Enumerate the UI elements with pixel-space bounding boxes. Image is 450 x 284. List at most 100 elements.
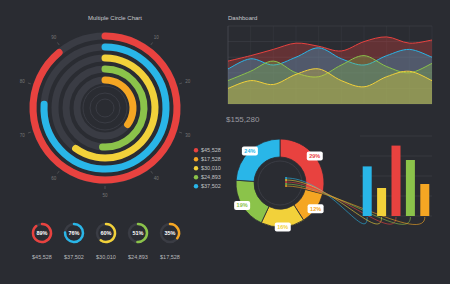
category-label: $17,528 [160,254,180,260]
data-label: 60% [100,230,111,236]
ring [44,47,166,169]
title: Dashboard [228,15,257,21]
gauge [33,224,51,242]
ring [105,80,133,124]
area-fill [228,56,432,104]
data-label: 89% [36,230,47,236]
legend-label: $30,010 [201,165,221,171]
ring-track [66,69,144,147]
area-line [228,48,432,69]
connector [286,186,425,225]
legend-label: $45,528 [201,147,221,153]
tick-label: 60 [51,176,57,181]
tick [57,171,59,173]
tick [151,42,153,44]
data-label: 29% [309,153,320,159]
grid-line [360,136,432,137]
ring-track [77,80,133,136]
area-fill [228,37,432,104]
gauge-track [33,224,51,242]
bar-chart [285,136,432,225]
dashboard: Multiple Circle Chart 10 20 30 40 50 60 70 80 90 8… [0,0,450,284]
data-label: 51% [132,230,143,236]
donut-chart: $155,280 29% 12% 16% 19% 24% $45,528 $17,528 $30… [194,115,324,231]
slice [236,180,269,223]
bar [392,146,401,216]
gauge-track [129,224,147,242]
ring [33,36,177,180]
connector-dot [285,179,287,181]
data-label: 19% [237,202,248,208]
legend-label: $17,528 [201,156,221,162]
area-chart: Dashboard [228,15,432,104]
tick [151,171,153,173]
connector-dot [285,177,287,179]
category-label: $45,528 [32,254,52,260]
legend-swatch [194,175,198,179]
grid-line [228,26,432,27]
label-box [307,152,323,161]
bars [363,146,430,216]
gauge-track [65,224,83,242]
gauge-track [97,224,115,242]
connector [286,178,367,224]
ring-track [33,36,177,180]
data-label: 35% [164,230,175,236]
area-series [228,37,432,104]
area-fill [228,48,432,104]
bar [377,188,386,216]
label-box [275,222,291,231]
bar [420,184,429,216]
legend-label: $24,893 [201,174,221,180]
decor-ring [96,99,114,117]
tick-label: 40 [154,176,160,181]
tick-label: 90 [51,35,57,40]
legend-swatch [194,148,198,152]
category-label: $30,010 [96,254,116,260]
tick-label: 80 [20,79,26,84]
area-fill [228,69,432,104]
radial-chart: Multiple Circle Chart 10 20 30 40 50 60 70 80 90 8… [20,15,191,260]
legend-swatch [194,184,198,188]
tick [28,82,31,84]
legend-label: $37,502 [201,183,221,189]
title: Multiple Circle Chart [88,15,142,21]
tick [57,42,59,44]
bar [363,166,372,216]
label-box [234,201,250,210]
tick-label: 30 [185,133,191,138]
connector-dot [285,181,287,183]
ring-track [44,47,166,169]
gauge [101,224,115,242]
tick [105,186,106,189]
legend-swatch [194,157,198,161]
label-box [308,204,324,213]
tick [179,82,182,84]
tick-label: 20 [185,79,191,84]
subtitle: $155,280 [226,115,260,124]
background [0,0,450,284]
ring-track [55,58,155,158]
tick [179,132,182,134]
gauge-track [161,224,179,242]
decor-ring [83,86,127,130]
decor-ring [90,93,120,123]
category-label: $24,893 [128,254,148,260]
tick-label: 10 [154,35,160,40]
bar [406,160,415,216]
area-line [228,69,432,89]
tick-label: 50 [102,193,108,198]
data-label: 16% [277,224,288,230]
label-box [242,146,258,155]
connector-dot [285,183,287,185]
gauge [65,224,83,242]
data-label: 76% [68,230,79,236]
category-label: $37,502 [64,254,84,260]
tick-label: 70 [20,133,26,138]
legend-swatch [194,166,198,170]
tick [28,132,31,134]
data-label: 12% [310,206,321,212]
slice [236,139,280,181]
data-label: 24% [244,148,255,154]
connector-dot [285,185,287,187]
